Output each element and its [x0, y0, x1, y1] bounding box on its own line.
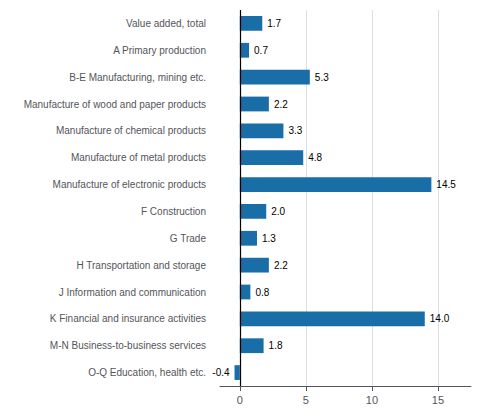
svg-text:-0.4: -0.4 [212, 367, 230, 378]
svg-text:M-N Business-to-business servi: M-N Business-to-business services [50, 340, 206, 351]
svg-text:Manufacture of electronic prod: Manufacture of electronic products [53, 179, 206, 190]
svg-text:0.8: 0.8 [255, 287, 269, 298]
svg-text:H Transportation and storage: H Transportation and storage [76, 260, 206, 271]
svg-text:15: 15 [432, 394, 444, 406]
svg-text:Value added, total: Value added, total [126, 18, 206, 29]
svg-text:2.0: 2.0 [271, 206, 285, 217]
svg-text:1.8: 1.8 [269, 340, 283, 351]
svg-text:J Information and communicatio: J Information and communication [59, 287, 206, 298]
svg-text:A Primary production: A Primary production [113, 45, 206, 56]
svg-text:1.3: 1.3 [262, 233, 276, 244]
svg-text:1.7: 1.7 [267, 18, 281, 29]
svg-text:K Financial and insurance acti: K Financial and insurance activities [50, 313, 206, 324]
svg-text:14.0: 14.0 [430, 313, 450, 324]
svg-text:O-Q Education, health etc.: O-Q Education, health etc. [88, 367, 206, 378]
svg-text:5: 5 [303, 394, 309, 406]
svg-text:Manufacture of metal products: Manufacture of metal products [71, 152, 206, 163]
svg-text:3.3: 3.3 [288, 125, 302, 136]
svg-text:G Trade: G Trade [170, 233, 207, 244]
svg-text:Manufacture of chemical produc: Manufacture of chemical products [56, 125, 206, 136]
svg-text:0.7: 0.7 [254, 45, 268, 56]
svg-text:Manufacture of wood and paper: Manufacture of wood and paper products [24, 99, 206, 110]
svg-text:2.2: 2.2 [274, 99, 288, 110]
svg-text:4.8: 4.8 [308, 152, 322, 163]
svg-text:F Construction: F Construction [141, 206, 206, 217]
svg-text:14.5: 14.5 [436, 179, 456, 190]
svg-text:5.3: 5.3 [315, 72, 329, 83]
svg-text:B-E Manufacturing, mining etc.: B-E Manufacturing, mining etc. [69, 72, 206, 83]
svg-text:10: 10 [366, 394, 378, 406]
svg-text:0: 0 [237, 394, 243, 406]
svg-text:2.2: 2.2 [274, 260, 288, 271]
